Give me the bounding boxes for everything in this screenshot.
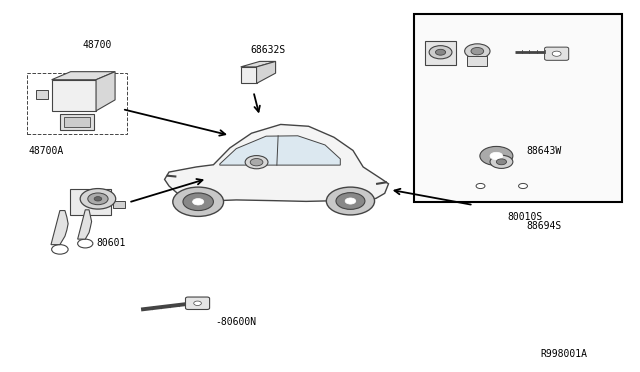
Text: 48700A: 48700A	[28, 146, 63, 156]
Text: -80600N: -80600N	[215, 317, 257, 327]
Bar	[64, 117, 90, 127]
Circle shape	[497, 159, 506, 165]
Polygon shape	[51, 211, 68, 245]
Polygon shape	[257, 61, 276, 83]
Circle shape	[88, 193, 108, 205]
Circle shape	[250, 158, 263, 166]
Text: 80601: 80601	[97, 238, 126, 248]
Circle shape	[476, 183, 485, 189]
Circle shape	[326, 187, 374, 215]
Circle shape	[471, 141, 522, 171]
Text: 88643W: 88643W	[526, 146, 561, 156]
Polygon shape	[52, 80, 96, 111]
Circle shape	[490, 152, 502, 160]
Polygon shape	[241, 67, 257, 83]
Bar	[70, 189, 111, 215]
Polygon shape	[96, 72, 115, 111]
Text: 88694S: 88694S	[526, 221, 561, 231]
Circle shape	[471, 48, 484, 55]
Circle shape	[518, 183, 527, 189]
Circle shape	[429, 46, 452, 59]
Circle shape	[345, 198, 356, 204]
Circle shape	[552, 51, 561, 56]
Circle shape	[435, 49, 445, 55]
Bar	[36, 90, 48, 99]
Text: 48700: 48700	[82, 40, 111, 50]
Circle shape	[94, 197, 102, 201]
Text: 68632S: 68632S	[250, 45, 285, 55]
Text: R998001A: R998001A	[541, 349, 588, 359]
Circle shape	[480, 147, 513, 166]
Circle shape	[80, 189, 116, 209]
FancyBboxPatch shape	[545, 47, 569, 60]
Bar	[60, 114, 95, 129]
Polygon shape	[52, 72, 115, 80]
Polygon shape	[426, 41, 456, 65]
Circle shape	[194, 301, 202, 305]
Bar	[467, 56, 488, 66]
Bar	[113, 201, 125, 208]
Circle shape	[173, 187, 223, 217]
Circle shape	[183, 193, 213, 211]
Bar	[486, 162, 516, 185]
Bar	[414, 14, 622, 202]
Circle shape	[193, 199, 204, 205]
Polygon shape	[77, 210, 92, 239]
FancyBboxPatch shape	[186, 297, 210, 310]
Polygon shape	[220, 136, 340, 165]
Polygon shape	[470, 182, 533, 190]
Polygon shape	[164, 125, 388, 201]
Circle shape	[245, 155, 268, 169]
Text: 80010S: 80010S	[507, 212, 543, 222]
Circle shape	[490, 155, 513, 169]
Polygon shape	[241, 61, 276, 67]
Bar	[27, 73, 127, 134]
Circle shape	[336, 193, 365, 209]
Circle shape	[465, 44, 490, 58]
